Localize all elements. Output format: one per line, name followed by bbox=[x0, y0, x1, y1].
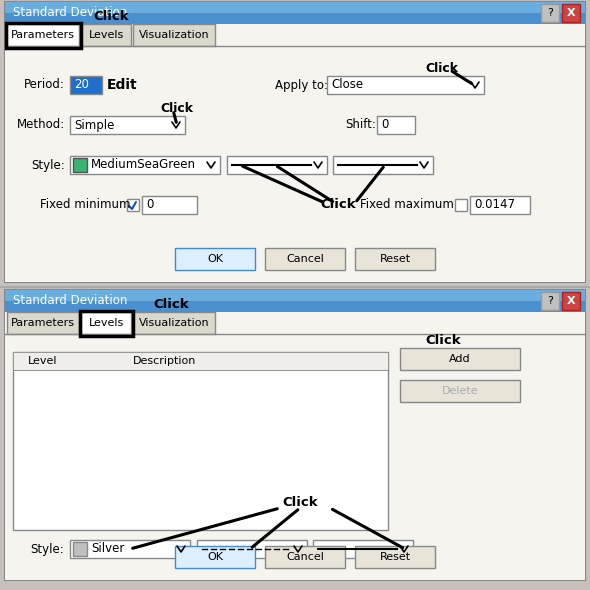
Text: Shift:: Shift: bbox=[345, 119, 376, 132]
Text: Simple: Simple bbox=[74, 119, 114, 132]
Text: Click: Click bbox=[93, 9, 129, 22]
FancyBboxPatch shape bbox=[73, 158, 87, 172]
FancyBboxPatch shape bbox=[355, 546, 435, 568]
Text: Fixed maximum: Fixed maximum bbox=[360, 198, 454, 211]
Text: Visualization: Visualization bbox=[139, 318, 209, 328]
FancyBboxPatch shape bbox=[455, 199, 467, 211]
Text: Style:: Style: bbox=[31, 159, 65, 172]
Text: Levels: Levels bbox=[88, 30, 124, 40]
Text: Click: Click bbox=[425, 333, 461, 346]
FancyBboxPatch shape bbox=[562, 292, 580, 310]
FancyBboxPatch shape bbox=[5, 2, 585, 282]
Text: Cancel: Cancel bbox=[286, 552, 324, 562]
Text: 0: 0 bbox=[146, 198, 153, 211]
FancyBboxPatch shape bbox=[7, 312, 79, 334]
Text: Levels: Levels bbox=[88, 318, 124, 328]
Text: Parameters: Parameters bbox=[11, 318, 75, 328]
Text: Delete: Delete bbox=[442, 386, 478, 396]
Text: 20: 20 bbox=[74, 78, 89, 91]
FancyBboxPatch shape bbox=[5, 2, 585, 24]
FancyBboxPatch shape bbox=[5, 290, 585, 301]
Text: Silver: Silver bbox=[91, 542, 124, 556]
Text: Method:: Method: bbox=[17, 119, 65, 132]
FancyBboxPatch shape bbox=[70, 76, 102, 94]
FancyBboxPatch shape bbox=[400, 348, 520, 370]
Text: Click: Click bbox=[153, 297, 189, 310]
FancyBboxPatch shape bbox=[197, 540, 307, 558]
Text: Standard Deviation: Standard Deviation bbox=[13, 294, 127, 307]
Text: Click: Click bbox=[320, 198, 356, 211]
Text: Level: Level bbox=[28, 356, 57, 366]
FancyBboxPatch shape bbox=[7, 24, 79, 46]
FancyBboxPatch shape bbox=[227, 156, 327, 174]
FancyBboxPatch shape bbox=[133, 312, 215, 334]
Text: OK: OK bbox=[207, 254, 223, 264]
Text: Style:: Style: bbox=[30, 542, 64, 556]
Text: Click: Click bbox=[425, 61, 458, 74]
Text: Visualization: Visualization bbox=[139, 30, 209, 40]
Text: Parameters: Parameters bbox=[11, 30, 75, 40]
FancyBboxPatch shape bbox=[5, 290, 585, 312]
Text: Apply to:: Apply to: bbox=[275, 78, 328, 91]
FancyBboxPatch shape bbox=[81, 24, 131, 46]
FancyBboxPatch shape bbox=[265, 546, 345, 568]
Text: Fixed minimum: Fixed minimum bbox=[40, 198, 130, 211]
Text: 0.0147: 0.0147 bbox=[474, 198, 515, 211]
FancyBboxPatch shape bbox=[327, 76, 484, 94]
FancyBboxPatch shape bbox=[265, 248, 345, 270]
FancyBboxPatch shape bbox=[133, 24, 215, 46]
Text: ?: ? bbox=[547, 296, 553, 306]
FancyBboxPatch shape bbox=[142, 196, 197, 214]
FancyBboxPatch shape bbox=[5, 312, 585, 580]
Text: 0: 0 bbox=[381, 119, 388, 132]
Text: Click: Click bbox=[282, 496, 318, 509]
FancyBboxPatch shape bbox=[70, 156, 220, 174]
Text: Reset: Reset bbox=[379, 552, 411, 562]
FancyBboxPatch shape bbox=[81, 312, 131, 334]
FancyBboxPatch shape bbox=[333, 156, 433, 174]
Text: Add: Add bbox=[449, 354, 471, 364]
Text: Reset: Reset bbox=[379, 254, 411, 264]
Text: OK: OK bbox=[207, 552, 223, 562]
Text: X: X bbox=[566, 8, 575, 18]
FancyBboxPatch shape bbox=[175, 546, 255, 568]
FancyBboxPatch shape bbox=[541, 292, 559, 310]
FancyBboxPatch shape bbox=[13, 352, 388, 370]
FancyBboxPatch shape bbox=[400, 380, 520, 402]
Text: Standard Deviation: Standard Deviation bbox=[13, 6, 127, 19]
FancyBboxPatch shape bbox=[5, 290, 585, 580]
FancyBboxPatch shape bbox=[70, 540, 190, 558]
FancyBboxPatch shape bbox=[127, 199, 139, 211]
FancyBboxPatch shape bbox=[73, 542, 87, 556]
Text: Click: Click bbox=[160, 101, 193, 114]
FancyBboxPatch shape bbox=[5, 24, 585, 282]
FancyBboxPatch shape bbox=[377, 116, 415, 134]
FancyBboxPatch shape bbox=[13, 352, 388, 530]
Text: Description: Description bbox=[133, 356, 196, 366]
FancyBboxPatch shape bbox=[541, 4, 559, 22]
FancyBboxPatch shape bbox=[313, 540, 413, 558]
FancyBboxPatch shape bbox=[175, 248, 255, 270]
FancyBboxPatch shape bbox=[70, 116, 185, 134]
Text: ?: ? bbox=[547, 8, 553, 18]
FancyBboxPatch shape bbox=[355, 248, 435, 270]
Text: Cancel: Cancel bbox=[286, 254, 324, 264]
Text: X: X bbox=[566, 296, 575, 306]
Text: MediumSeaGreen: MediumSeaGreen bbox=[91, 159, 196, 172]
FancyBboxPatch shape bbox=[562, 4, 580, 22]
Text: Close: Close bbox=[331, 78, 363, 91]
Text: Period:: Period: bbox=[24, 78, 65, 91]
FancyBboxPatch shape bbox=[5, 2, 585, 13]
Text: Edit: Edit bbox=[107, 78, 137, 92]
FancyBboxPatch shape bbox=[470, 196, 530, 214]
